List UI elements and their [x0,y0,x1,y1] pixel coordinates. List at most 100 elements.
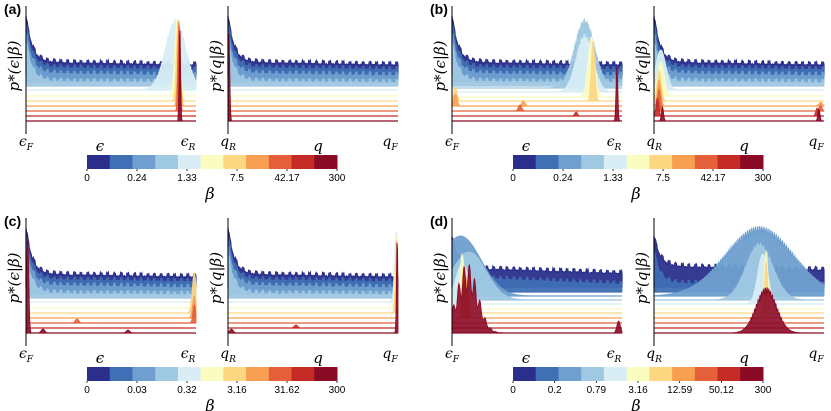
colorbar-swatch [649,367,673,381]
colorbar-swatch [558,155,582,169]
ridge-series-3 [227,253,399,299]
x-tick-label: ϵR [181,134,196,153]
colorbar-swatch [314,367,338,381]
colorbar-swatch [717,155,741,169]
colorbar-swatch [581,155,605,169]
colorbar-tick-label: 42.17 [274,173,299,184]
y-axis-label: p*(ϵ|β) [5,252,23,303]
colorbar-swatch [132,155,156,169]
panel-a: (a) p*(ϵ|β) ϵF ϵR ϵ p*(q|β) qR qF q 0 0.24 1.33 7.5 4… [4,1,399,203]
colorbar-tick-label: 1.33 [603,173,623,184]
y-axis-label: p*(q|β) [207,252,225,304]
colorbar-swatch [513,367,537,381]
colorbar-swatch [314,155,338,169]
colorbar-tick-label: 0 [84,173,90,184]
colorbar-tick-label: 0.24 [127,173,147,184]
colorbar-swatch [155,367,179,381]
colorbar-tick-label: 0.79 [587,385,607,396]
colorbar-tick-label: 300 [329,385,346,396]
colorbar-swatch [132,367,156,381]
panel-label: (d) [430,213,448,229]
x-tick-label: ϵR [607,346,622,365]
colorbar-swatch [649,155,673,169]
ridge-series-3 [25,253,197,299]
colorbar-tick-label: 300 [755,173,772,184]
ridge-series-0 [25,228,197,288]
subplot-ϵ: p*(ϵ|β) ϵF ϵR ϵ [431,218,623,367]
colorbar-tick-label: 31.62 [274,385,299,396]
panel-b: (b) p*(ϵ|β) ϵF ϵR ϵ p*(q|β) qR qF q 0 0.24 1.33 7.5 4… [430,1,825,203]
colorbar-tick-label: 42.17 [700,173,725,184]
colorbar-swatch [513,155,537,169]
subplot-ϵ: p*(ϵ|β) ϵF ϵR ϵ [5,6,197,155]
x-axis-label: ϵ [96,137,105,155]
colorbar-tick-label: 300 [755,385,772,396]
x-tick-label: qF [808,346,824,365]
ridge-series-2 [227,31,399,83]
ridge-series-1 [227,234,399,291]
colorbar-swatch [535,155,559,169]
colorbar-swatch [694,155,719,169]
ridge-series-2 [653,31,825,83]
x-tick-label: qF [808,134,824,153]
panel-c: (c) p*(ϵ|β) ϵF ϵR ϵ p*(q|β) qR qF q 0 0.03 0.32 3.16… [4,213,399,411]
colorbar-swatch [109,155,133,169]
colorbar-tick-label: 1.33 [177,173,197,184]
x-tick-label: qF [382,346,398,365]
colorbar-swatch [535,367,559,381]
colorbar-tick-label: 0.03 [127,385,147,396]
x-tick-label: ϵF [19,134,34,153]
colorbar-swatch [200,367,224,381]
colorbar-swatch [87,367,111,381]
colorbar-swatch [177,367,202,381]
ridge-series-1 [653,22,825,79]
x-axis-label: ϵ [522,137,531,155]
colorbar-tick-label: 0 [510,385,516,396]
subplot-q: p*(q|β) qR qF q [633,218,825,367]
ridge-series-2 [227,243,399,295]
colorbar-swatch [109,367,133,381]
subplot-ϵ: p*(ϵ|β) ϵF ϵR ϵ [431,6,623,155]
colorbar-tick-label: 0.32 [177,385,197,396]
colorbar-swatch [223,155,247,169]
colorbar-swatch [740,155,764,169]
colorbar-swatch [268,155,293,169]
x-axis-label: q [739,349,749,367]
x-axis-label: q [313,349,323,367]
ridge-series-7 [26,295,197,319]
colorbar-swatch [558,367,582,381]
ridge-series-0 [653,16,825,76]
colorbar-swatch [740,367,764,381]
colorbar-swatch [672,367,696,381]
y-axis-label: p*(ϵ|β) [431,40,449,91]
colorbar-swatch [177,155,202,169]
colorbar-tick-label: 3.16 [227,385,247,396]
colorbar-swatch [603,155,628,169]
colorbar: 0 0.03 0.32 3.16 31.62 300 β [84,367,346,411]
colorbar-swatch [223,367,247,381]
ridge-series-3 [653,41,825,87]
colorbar-swatch [87,155,111,169]
x-tick-label: qR [646,134,662,153]
colorbar-swatch [626,155,650,169]
x-tick-label: ϵF [445,346,460,365]
subplot-q: p*(q|β) qR qF q [633,6,825,155]
ridge-series-1 [25,234,197,291]
x-tick-label: ϵF [19,346,34,365]
colorbar-tick-label: 0.2 [548,385,562,396]
colorbar-tick-label: 3.16 [628,385,648,396]
colorbar-tick-label: 0.24 [553,173,573,184]
subplot-q: p*(q|β) qR qF q [207,218,399,367]
colorbar-tick-label: 7.5 [230,173,244,184]
colorbar-swatch [268,367,293,381]
colorbar-tick-label: 0 [84,385,90,396]
ridge-series-0 [227,16,399,76]
colorbar-swatch [155,155,179,169]
panel-label: (b) [430,1,448,17]
colorbar-tick-label: 7.5 [656,173,670,184]
colorbar-swatch [672,155,696,169]
colorbar: 0 0.24 1.33 7.5 42.17 300 β [510,155,772,203]
x-tick-label: qR [646,346,662,365]
colorbar-swatch [291,155,315,169]
y-axis-label: p*(ϵ|β) [5,40,23,91]
